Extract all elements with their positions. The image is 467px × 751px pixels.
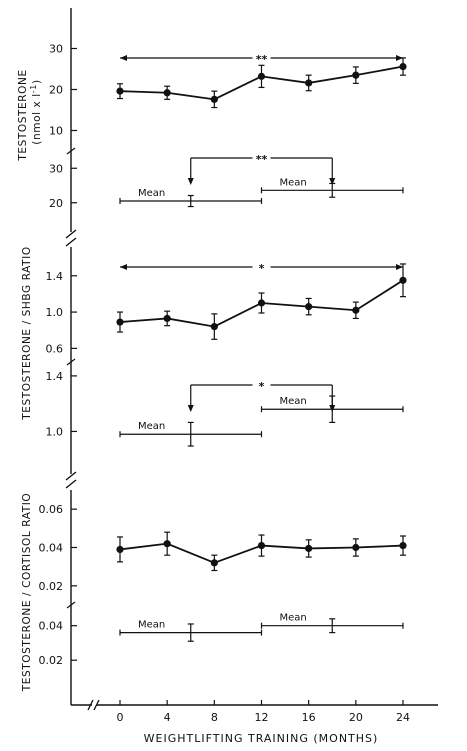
x-tick-label: 24 — [396, 711, 410, 724]
mean-label: Mean — [138, 421, 165, 432]
x-axis-break-mark — [93, 699, 100, 711]
arrowhead-right — [396, 264, 403, 270]
axis-break-mark — [66, 601, 76, 609]
y-tick-label: 1.4 — [46, 270, 64, 283]
data-point — [116, 87, 124, 95]
x-tick-label: 8 — [211, 711, 218, 724]
significance-label: ** — [256, 53, 268, 66]
axis-break-mark — [66, 147, 76, 155]
arrowhead-left — [120, 264, 127, 270]
arrowhead-left — [120, 55, 127, 61]
y-tick-label: 0.04 — [39, 620, 64, 633]
labels-layer: TESTOSTERONE (nmol x l-1) TESTOSTERONE /… — [17, 69, 379, 745]
x-tick-label: 0 — [117, 711, 124, 724]
data-point — [399, 276, 407, 284]
y-tick-label: 1.0 — [46, 306, 64, 319]
data-point — [305, 303, 313, 311]
x-tick-label: 16 — [302, 711, 316, 724]
mean-label: Mean — [280, 613, 307, 624]
y-axis-label-tshbg: TESTOSTERONE / SHBG RATIO — [21, 246, 33, 420]
mean-label: Mean — [280, 177, 307, 188]
axis-break-mark — [65, 479, 77, 489]
significance-label: ** — [256, 153, 268, 166]
y-axis-label-testosterone: TESTOSTERONE — [17, 69, 29, 161]
significance-label-bg — [252, 379, 271, 391]
unit-superscript: -1 — [29, 84, 38, 93]
data-point — [399, 541, 407, 550]
arrowhead-down — [187, 405, 194, 412]
data-point — [210, 323, 218, 331]
axis-break-mark — [65, 229, 77, 239]
arrowhead-down — [329, 178, 336, 185]
data-point — [210, 559, 218, 567]
data-point — [305, 544, 313, 553]
data-point — [116, 318, 124, 326]
y-axis-label-tcort: TESTOSTERONE / CORTISOL RATIO — [21, 493, 33, 693]
y-tick-label: 1.4 — [46, 370, 64, 383]
arrowhead-down — [187, 178, 194, 185]
unit-text: (nmol x l — [31, 93, 43, 145]
data-point — [257, 541, 266, 550]
data-point — [210, 95, 218, 103]
y-tick-label: 30 — [49, 43, 63, 56]
axes-layer: 0 4 8 12 16 20 24 10 20 30 20 30 0.6 1.0 1.4 1.0 1.4 0.02… — [39, 8, 438, 724]
axis-break-mark — [66, 358, 76, 366]
x-axis-label: WEIGHTLIFTING TRAINING (MONTHS) — [144, 732, 379, 745]
x-tick-label: 4 — [164, 711, 171, 724]
mean-label: Mean — [138, 620, 165, 631]
mean-label: Mean — [280, 396, 307, 407]
significance-label-bg — [252, 152, 271, 164]
y-tick-label: 0.02 — [39, 654, 64, 667]
data-point — [399, 62, 407, 71]
y-tick-label: 0.06 — [39, 503, 64, 516]
y-tick-label: 30 — [49, 162, 63, 175]
y-tick-label: 0.6 — [46, 342, 64, 355]
data-point — [352, 543, 360, 552]
data-point — [257, 72, 266, 80]
arrowhead-down — [329, 405, 336, 412]
data-point — [352, 71, 360, 79]
data-point — [116, 545, 124, 554]
x-tick-label: 20 — [349, 711, 363, 724]
arrowhead-right — [396, 55, 403, 61]
data-point — [257, 299, 266, 307]
data-point — [163, 314, 171, 323]
y-tick-label: 10 — [49, 125, 63, 138]
y-tick-label: 0.04 — [39, 542, 64, 555]
axis-break-mark — [65, 237, 77, 247]
y-tick-label: 20 — [49, 197, 63, 210]
data-point — [163, 540, 171, 548]
y-tick-label: 1.0 — [46, 425, 64, 438]
significance-label-bg — [252, 261, 271, 273]
significance-label: * — [259, 380, 265, 393]
significance-label: * — [259, 262, 265, 275]
y-tick-label: 20 — [49, 84, 63, 97]
mean-label: Mean — [138, 188, 165, 199]
x-tick-label: 12 — [255, 711, 269, 724]
significance-label-bg — [252, 52, 271, 64]
axis-break-mark — [65, 471, 77, 481]
unit-close: ) — [31, 79, 43, 84]
x-axis-break-mark — [87, 699, 94, 711]
data-point — [163, 89, 171, 97]
data-point — [352, 306, 360, 314]
data-point — [305, 79, 313, 87]
y-tick-label: 0.02 — [39, 580, 64, 593]
y-axis-label-testosterone-unit: (nmol x l-1) — [29, 79, 43, 144]
